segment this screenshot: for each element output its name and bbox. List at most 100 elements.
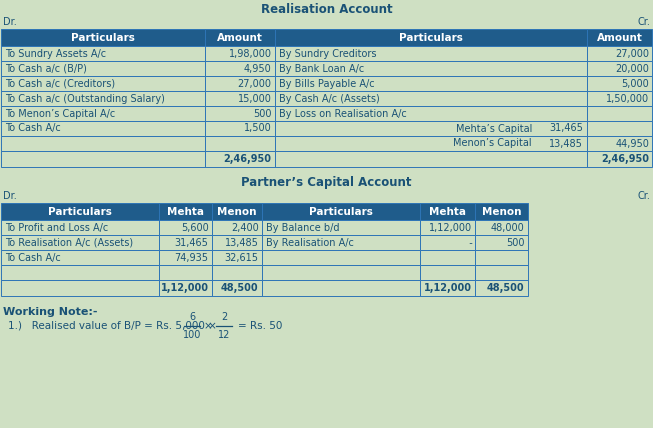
Bar: [420, 250, 475, 265]
Bar: [587, 46, 652, 61]
Text: Menon: Menon: [217, 206, 257, 217]
Bar: [205, 61, 275, 76]
Bar: [587, 151, 652, 167]
Text: Mehta: Mehta: [429, 206, 466, 217]
Text: Cr.: Cr.: [637, 17, 650, 27]
Bar: [212, 265, 262, 280]
Bar: [159, 280, 212, 296]
Text: 74,935: 74,935: [175, 253, 209, 262]
Text: Realisation Account: Realisation Account: [261, 3, 392, 15]
Text: By Cash A/c (Assets): By Cash A/c (Assets): [279, 93, 379, 104]
Bar: [262, 235, 420, 250]
Text: 1,12,000: 1,12,000: [424, 283, 472, 293]
Bar: [159, 220, 212, 235]
Text: Cr.: Cr.: [637, 191, 650, 201]
Bar: [587, 91, 652, 106]
Bar: [420, 280, 475, 296]
Bar: [159, 203, 212, 220]
Text: By Bank Loan A/c: By Bank Loan A/c: [279, 63, 364, 74]
Text: By Sundry Creditors: By Sundry Creditors: [279, 48, 376, 59]
Bar: [1, 250, 159, 265]
Bar: [212, 220, 262, 235]
Text: 2,400: 2,400: [231, 223, 259, 232]
Text: 5,000: 5,000: [621, 78, 649, 89]
Bar: [1, 61, 205, 76]
Text: 48,000: 48,000: [491, 223, 525, 232]
Text: 1,500: 1,500: [244, 124, 272, 134]
Text: 32,615: 32,615: [225, 253, 259, 262]
Bar: [275, 29, 587, 46]
Text: To Profit and Loss A/c: To Profit and Loss A/c: [5, 223, 108, 232]
Text: 100: 100: [183, 330, 202, 340]
Text: 500: 500: [253, 109, 272, 119]
Bar: [275, 136, 587, 151]
Bar: [475, 250, 528, 265]
Text: Particulars: Particulars: [71, 33, 135, 42]
Bar: [205, 76, 275, 91]
Text: To Cash A/c: To Cash A/c: [5, 124, 61, 134]
Bar: [1, 280, 159, 296]
Bar: [475, 265, 528, 280]
Text: 2: 2: [221, 312, 227, 322]
Text: To Cash A/c: To Cash A/c: [5, 253, 61, 262]
Bar: [275, 151, 587, 167]
Bar: [212, 203, 262, 220]
Bar: [205, 121, 275, 136]
Bar: [475, 203, 528, 220]
Text: By Loss on Realisation A/c: By Loss on Realisation A/c: [279, 109, 407, 119]
Bar: [212, 250, 262, 265]
Text: To Cash a/c (Creditors): To Cash a/c (Creditors): [5, 78, 115, 89]
Bar: [1, 121, 205, 136]
Bar: [262, 265, 420, 280]
Text: 13,485: 13,485: [549, 139, 583, 149]
Text: 27,000: 27,000: [615, 48, 649, 59]
Text: = Rs. 50: = Rs. 50: [238, 321, 283, 331]
Bar: [420, 265, 475, 280]
Bar: [587, 106, 652, 121]
Text: Amount: Amount: [217, 33, 263, 42]
Bar: [587, 76, 652, 91]
Bar: [1, 91, 205, 106]
Bar: [475, 235, 528, 250]
Text: To Menon’s Capital A/c: To Menon’s Capital A/c: [5, 109, 115, 119]
Bar: [1, 46, 205, 61]
Text: Menon’s Capital: Menon’s Capital: [453, 139, 532, 149]
Text: 15,000: 15,000: [238, 93, 272, 104]
Text: Particulars: Particulars: [48, 206, 112, 217]
Bar: [1, 106, 205, 121]
Text: To Cash a/c (B/P): To Cash a/c (B/P): [5, 63, 87, 74]
Text: Working Note:-: Working Note:-: [3, 307, 97, 317]
Bar: [262, 203, 420, 220]
Bar: [159, 250, 212, 265]
Text: By Bills Payable A/c: By Bills Payable A/c: [279, 78, 374, 89]
Bar: [1, 151, 205, 167]
Text: To Cash a/c (Outstanding Salary): To Cash a/c (Outstanding Salary): [5, 93, 165, 104]
Text: 12: 12: [218, 330, 231, 340]
Text: By Balance b/d: By Balance b/d: [266, 223, 340, 232]
Text: 48,500: 48,500: [221, 283, 259, 293]
Text: 500: 500: [506, 238, 525, 247]
Text: 1,50,000: 1,50,000: [606, 93, 649, 104]
Text: 27,000: 27,000: [238, 78, 272, 89]
Bar: [1, 203, 159, 220]
Bar: [1, 265, 159, 280]
Text: ×: ×: [204, 321, 213, 331]
Text: -: -: [462, 238, 472, 247]
Text: To Sundry Assets A/c: To Sundry Assets A/c: [5, 48, 106, 59]
Bar: [587, 121, 652, 136]
Bar: [159, 265, 212, 280]
Text: 1,98,000: 1,98,000: [229, 48, 272, 59]
Text: Amount: Amount: [596, 33, 643, 42]
Text: 5,600: 5,600: [181, 223, 209, 232]
Bar: [262, 280, 420, 296]
Text: 2,46,950: 2,46,950: [601, 154, 649, 164]
Text: Particulars: Particulars: [309, 206, 373, 217]
Bar: [1, 235, 159, 250]
Text: 1.)   Realised value of B/P = Rs. 5,000 ×: 1.) Realised value of B/P = Rs. 5,000 ×: [8, 321, 217, 331]
Bar: [275, 121, 587, 136]
Text: 31,465: 31,465: [549, 124, 583, 134]
Bar: [262, 250, 420, 265]
Bar: [275, 61, 587, 76]
Bar: [205, 136, 275, 151]
Text: 1,12,000: 1,12,000: [429, 223, 472, 232]
